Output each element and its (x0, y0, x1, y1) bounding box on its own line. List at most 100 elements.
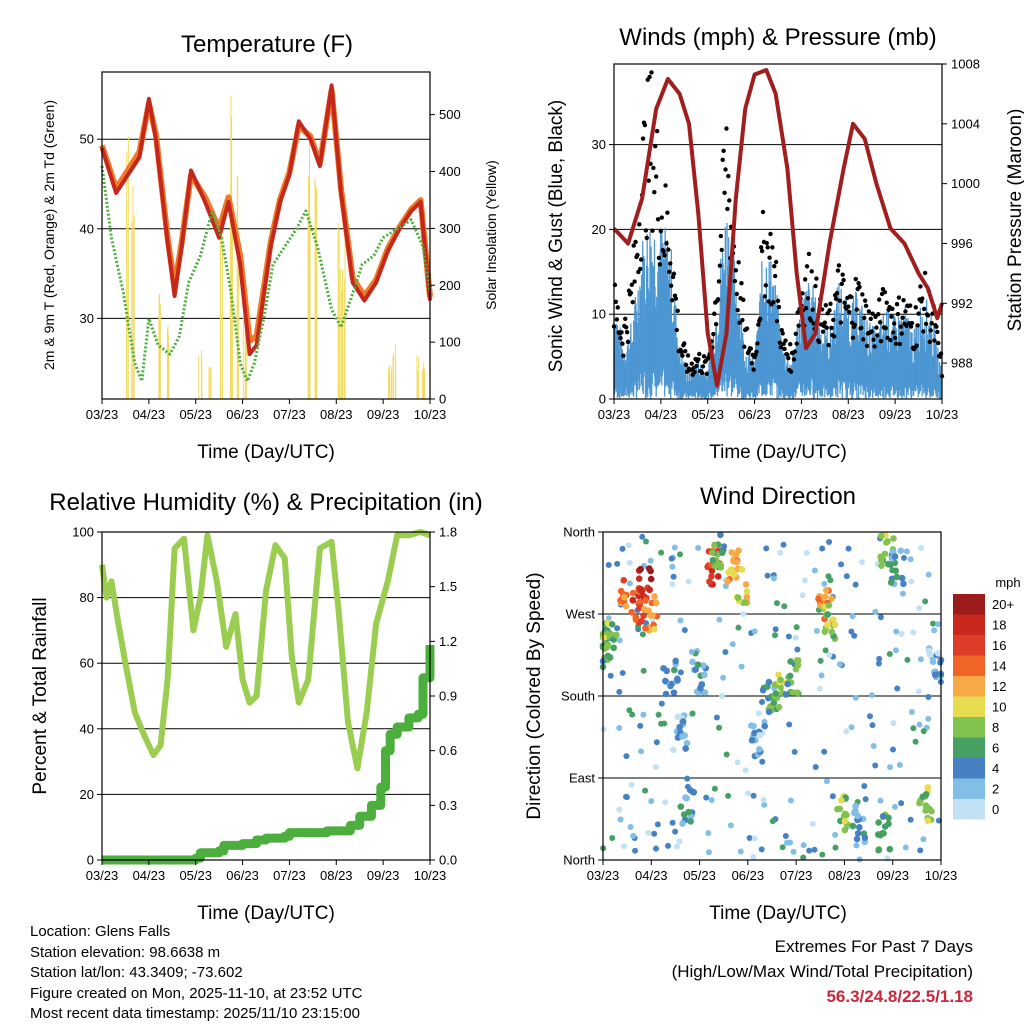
gust-point (890, 306, 895, 311)
direction-point (818, 672, 825, 679)
direction-point (875, 819, 882, 826)
gust-point (624, 330, 630, 335)
direction-point (892, 567, 900, 575)
direction-point (803, 549, 810, 556)
colorbar-swatch (953, 635, 985, 656)
gust-point (913, 305, 918, 310)
direction-point (742, 767, 749, 774)
direction-point (708, 573, 715, 580)
gust-point (921, 306, 927, 312)
y2-tick-label: 1.2 (439, 634, 457, 649)
direction-point (879, 812, 887, 820)
direction-point (608, 621, 616, 628)
x-tick-label: 05/23 (179, 407, 212, 422)
direction-point (886, 650, 893, 657)
y-tick-label: East (569, 771, 595, 786)
gust-point (727, 198, 732, 203)
direction-point (636, 598, 644, 606)
gust-point (870, 311, 875, 316)
gust-point (759, 248, 765, 254)
gust-point (802, 277, 808, 282)
direction-point (746, 835, 753, 842)
x-tick-label: 06/23 (738, 407, 771, 422)
gust-point (839, 281, 844, 287)
y2-tick-label: 996 (951, 236, 973, 251)
x-tick-label: 08/23 (320, 407, 353, 422)
gust-point (615, 305, 620, 310)
gust-point (868, 316, 873, 322)
y-tick-label: 20 (592, 222, 606, 237)
direction-point (862, 796, 869, 803)
gust-point (715, 297, 721, 302)
direction-point (787, 658, 794, 665)
direction-point (912, 738, 919, 745)
gust-point (809, 269, 814, 274)
gust-point (842, 300, 847, 306)
direction-point (645, 607, 652, 614)
x-tick-label: 07/23 (780, 868, 813, 883)
gust-point (823, 303, 828, 308)
direction-point (613, 631, 620, 639)
direction-point (809, 820, 816, 827)
series-station-pressure (612, 68, 944, 388)
direction-point (621, 843, 628, 850)
y2-tick-label: 0 (439, 392, 446, 407)
direction-point (687, 818, 694, 825)
direction-point (878, 556, 885, 564)
direction-point (843, 573, 850, 580)
y2-tick-label: 100 (439, 335, 461, 350)
direction-point (701, 689, 709, 696)
direction-point (610, 644, 618, 652)
direction-point (676, 838, 683, 845)
direction-point (877, 532, 885, 540)
direction-point (925, 715, 932, 722)
colorbar-label: 16 (992, 638, 1006, 653)
direction-point (794, 646, 801, 653)
x-tick-label: 10/23 (414, 407, 447, 422)
gust-point (643, 228, 649, 233)
direction-point (781, 603, 788, 610)
direction-point (701, 671, 708, 679)
direction-point (771, 681, 779, 689)
direction-point (875, 846, 882, 854)
humidity-x-axis: 03/23 04/23 05/23 06/23 07/23 08/23 09/23 10/23 (86, 860, 446, 883)
temperature-plot-frame (101, 71, 431, 400)
direction-point (619, 669, 626, 676)
gust-point (757, 316, 763, 322)
gust-point (665, 210, 670, 215)
direction-point (924, 817, 932, 824)
direction-point (850, 809, 858, 817)
direction-point (819, 545, 826, 552)
temperature-series (99, 83, 433, 399)
x-tick-label: 07/23 (785, 407, 818, 422)
x-tick-label: 03/23 (86, 407, 119, 422)
gust-point (866, 309, 872, 314)
direction-point (893, 628, 900, 635)
direction-point (786, 672, 794, 680)
direction-point (785, 633, 792, 640)
gust-point (829, 325, 834, 331)
direction-point (662, 677, 669, 685)
direction-point (642, 624, 649, 632)
gust-point (635, 252, 640, 258)
gust-point (848, 294, 854, 300)
gust-point (696, 357, 701, 362)
gust-point (773, 259, 779, 265)
x-tick-label: 03/23 (598, 407, 631, 422)
gust-point (878, 338, 884, 344)
direction-point (824, 621, 831, 629)
direction-point (614, 625, 621, 632)
direction-point (759, 758, 766, 765)
direction-point (782, 833, 789, 840)
direction-point (642, 597, 649, 604)
direction-point (800, 854, 807, 861)
gust-point (776, 304, 782, 310)
gust-point (719, 247, 724, 253)
gust-point (625, 339, 631, 345)
gust-point (785, 352, 790, 357)
direction-point (759, 698, 766, 705)
gust-point (612, 282, 618, 288)
x-tick-label: 09/23 (876, 868, 909, 883)
x-tick-label: 08/23 (828, 868, 861, 883)
direction-point (925, 571, 932, 578)
